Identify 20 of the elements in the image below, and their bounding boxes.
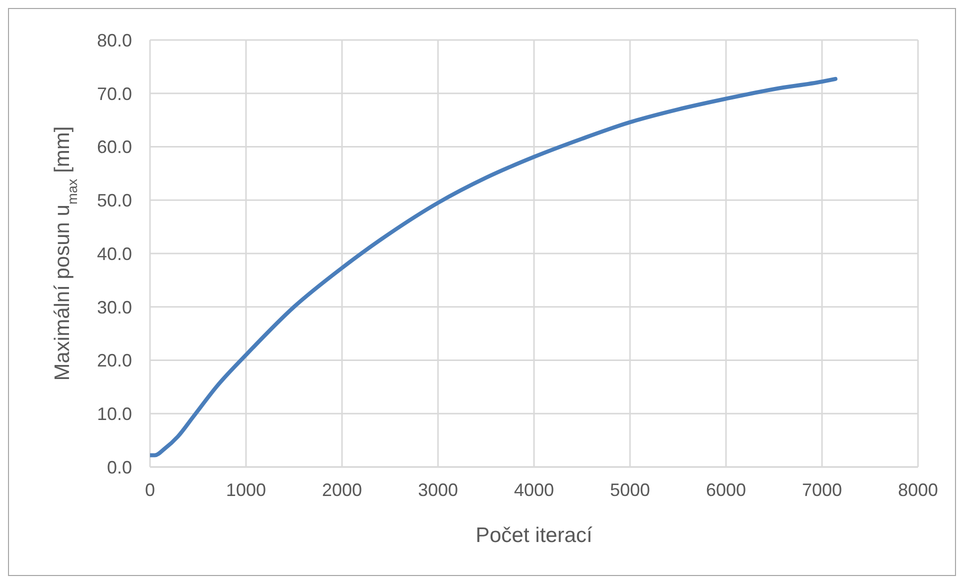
y-tick-label: 30.0 (96, 297, 132, 318)
x-tick-label: 4000 (514, 480, 554, 500)
y-tick-label: 80.0 (96, 30, 132, 50)
x-tick-label: 7000 (802, 480, 842, 500)
x-tick-label: 5000 (610, 480, 650, 500)
y-tick-label: 70.0 (96, 84, 132, 104)
x-tick-label: 0 (144, 480, 156, 500)
x-axis-title: Počet iterací (476, 524, 593, 547)
line-series (150, 76, 838, 458)
y-tick-label: 20.0 (96, 350, 132, 371)
x-tick-label: 3000 (418, 480, 458, 500)
x-tick-label: 8000 (898, 480, 938, 500)
y-tick-label: 40.0 (96, 244, 132, 264)
x-tick-label: 2000 (322, 480, 362, 500)
y-tick-label: 50.0 (96, 190, 132, 211)
y-tick-label: 10.0 (96, 404, 132, 424)
y-tick-label: 60.0 (96, 137, 132, 158)
x-tick-label: 6000 (706, 480, 746, 500)
y-tick-label: 0.0 (106, 457, 132, 478)
x-tick-label: 1000 (226, 480, 266, 500)
